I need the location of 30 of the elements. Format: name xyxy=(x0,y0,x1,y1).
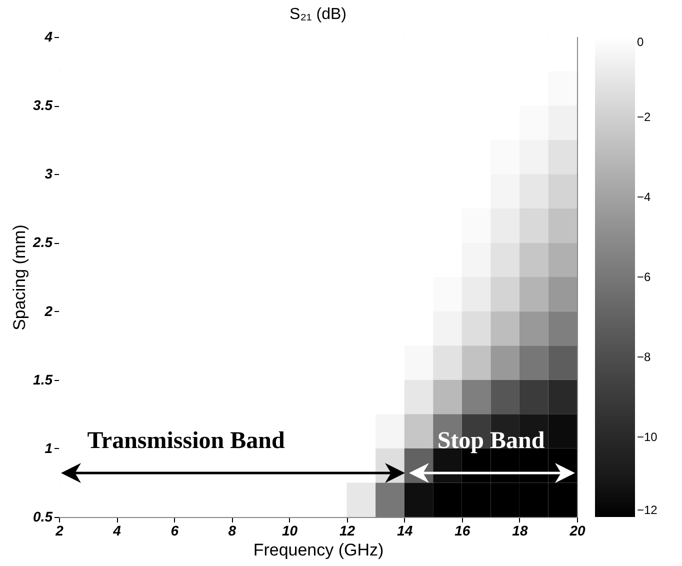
x-tick-label: 12 xyxy=(339,522,356,538)
y-tick-label: 1.5 xyxy=(33,371,53,388)
color-bar-label: −8 xyxy=(637,350,652,364)
annotation: Transmission Band xyxy=(87,428,286,454)
y-tick-label: 3.5 xyxy=(33,97,53,114)
x-tick-label: 18 xyxy=(512,522,528,538)
color-bar-label: −4 xyxy=(637,190,652,204)
y-tick-label: 3 xyxy=(44,166,53,182)
color-bar-label: 0 xyxy=(637,35,644,49)
annotation: Stop Band xyxy=(437,428,546,454)
color-bar-label: −12 xyxy=(637,503,658,517)
y-tick-label: 2.5 xyxy=(32,234,53,250)
color-bar-label: −10 xyxy=(637,430,658,444)
y-axis-title: Spacing (mm) xyxy=(10,224,30,330)
chart-title: S₂₁ (dB) xyxy=(290,6,346,23)
x-tick-label: 14 xyxy=(397,522,413,538)
x-tick-label: 16 xyxy=(454,522,470,538)
x-tick-label: 6 xyxy=(170,522,179,538)
y-tick-label: 4 xyxy=(44,28,53,44)
y-tick-label: 0.5 xyxy=(33,508,53,524)
y-tick-label: 1 xyxy=(44,440,53,456)
x-axis-title: Frequency (GHz) xyxy=(253,540,384,560)
x-tick-label: 2 xyxy=(54,522,64,538)
x-tick-label: 4 xyxy=(112,522,122,538)
y-tick-label: 2 xyxy=(44,302,53,319)
color-bar-label: −6 xyxy=(637,270,652,284)
x-tick-label: 20 xyxy=(568,522,586,538)
color-bar-label: −2 xyxy=(637,110,652,124)
x-tick-label: 10 xyxy=(282,522,298,538)
x-tick-label: 8 xyxy=(228,522,236,538)
